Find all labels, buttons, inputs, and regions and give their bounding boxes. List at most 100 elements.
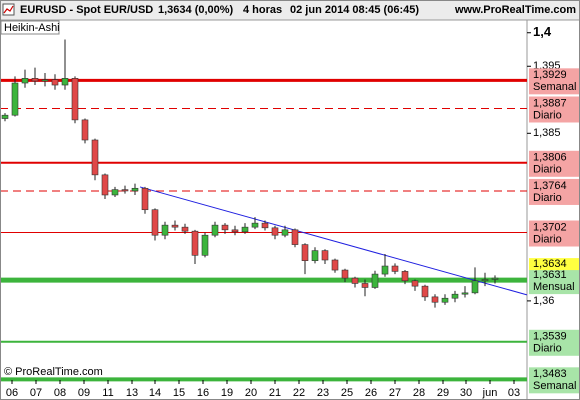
level-label-box — [529, 220, 579, 247]
level-tag: Semanal — [533, 380, 576, 392]
level-tag: Semanal — [533, 81, 576, 93]
site: www.ProRealTime.com — [454, 4, 576, 16]
x-tick-label: 20 — [245, 387, 257, 399]
candle-body — [211, 224, 219, 236]
x-tick-label: 11 — [102, 387, 113, 399]
level-label: 1,3806 — [533, 152, 567, 164]
x-tick-label: 26 — [365, 387, 377, 399]
x-tick-label: 21 — [269, 387, 281, 399]
x-tick-label: jun — [482, 387, 498, 399]
datetime: 02 jun 2014 08:45 (06:45) — [290, 4, 419, 16]
candle-body — [141, 187, 149, 211]
candle-body — [421, 285, 429, 298]
chart-style: Heikin-Ashi — [4, 22, 60, 34]
candle-body — [151, 209, 159, 236]
candle-body — [291, 229, 299, 245]
level-tag: Diario — [533, 164, 562, 176]
candle-body — [171, 224, 179, 228]
x-tick-label: 07 — [30, 387, 42, 399]
x-tick-label: 15 — [173, 387, 185, 399]
candle-body — [41, 79, 49, 82]
level-tag: Diario — [533, 192, 562, 204]
candle-body — [271, 227, 279, 236]
x-tick-label: 03 — [508, 387, 520, 399]
period: 4 horas — [243, 4, 282, 16]
candle-body — [71, 78, 79, 121]
candle-body — [91, 139, 99, 176]
candle-body — [251, 222, 259, 228]
level-label: 1,3764 — [533, 180, 567, 192]
candle-body — [31, 78, 39, 82]
candle-body — [371, 273, 379, 288]
x-tick-label: 19 — [221, 387, 233, 399]
header-bar — [0, 0, 580, 20]
chart-title: EURUSD - Spot EUR/USD — [20, 4, 153, 16]
candle-body — [491, 277, 499, 280]
candle-body — [231, 229, 239, 233]
candle-body — [11, 82, 19, 116]
x-tick-label: 22 — [293, 387, 305, 399]
level-label-box — [529, 329, 579, 356]
candle-body — [351, 277, 359, 284]
x-tick-label: 27 — [389, 387, 401, 399]
candle-body — [1, 114, 9, 119]
candle-body — [341, 269, 349, 279]
level-label-box — [529, 268, 579, 295]
x-tick-label: 25 — [341, 387, 353, 399]
candle-body — [191, 230, 199, 256]
candle-body — [361, 283, 369, 288]
x-tick-label: 29 — [437, 387, 449, 399]
level-label-box — [529, 68, 579, 95]
candle-body — [131, 187, 139, 192]
level-label: 1,3483 — [533, 368, 567, 380]
y-tick-label: 1,4 — [533, 24, 552, 39]
level-tag: Diario — [533, 109, 562, 121]
x-tick-label: 09 — [78, 387, 90, 399]
last-price-box — [529, 258, 579, 271]
candle-body — [51, 79, 59, 86]
candle-body — [391, 265, 399, 272]
candle-body — [21, 78, 29, 84]
plot — [0, 39, 528, 382]
candle-body — [331, 259, 339, 271]
level-label: 1,3631 — [533, 269, 567, 281]
candle-body — [111, 189, 119, 196]
candle-body — [471, 280, 479, 294]
candle-body — [301, 244, 309, 261]
level-label-box — [529, 150, 579, 177]
candle-body — [311, 250, 319, 261]
candle-body — [481, 279, 489, 282]
level-tag: Diario — [533, 233, 562, 245]
level-tag: Diario — [533, 343, 562, 355]
candle-body — [101, 174, 109, 196]
x-tick-label: 06 — [6, 387, 18, 399]
candle-body — [61, 78, 69, 86]
chart-icon-line — [3, 5, 14, 14]
x-tick-label: 30 — [460, 387, 472, 399]
level-label: 1,3539 — [533, 331, 567, 343]
candle-body — [441, 297, 449, 303]
candle-body — [431, 296, 439, 303]
level-label: 1,3702 — [533, 221, 567, 233]
level-label: 1,3887 — [533, 97, 567, 109]
x-tick-label: 16 — [197, 387, 209, 399]
level-label-box — [529, 367, 579, 394]
y-tick-label: 1,385 — [533, 127, 561, 139]
copyright: © ProRealTime.com — [4, 366, 103, 378]
candle-body — [321, 250, 329, 261]
level-tag: Mensual — [533, 281, 575, 293]
level-label-box — [529, 178, 579, 205]
last-text: 1,3634 (0,00%) — [158, 4, 234, 16]
candle-body — [281, 229, 289, 236]
x-tick-label: 28 — [413, 387, 425, 399]
y-tick-label: 1,36 — [533, 295, 554, 307]
x-tick-label: 08 — [54, 387, 66, 399]
candle-body — [121, 189, 129, 192]
candle-body — [221, 224, 229, 231]
level-label-box — [529, 96, 579, 123]
candle-body — [161, 224, 169, 236]
x-tick-label: 13 — [126, 387, 138, 399]
x-tick-label: 14 — [149, 387, 161, 399]
candle-body — [401, 271, 409, 282]
candle-body — [461, 292, 469, 295]
